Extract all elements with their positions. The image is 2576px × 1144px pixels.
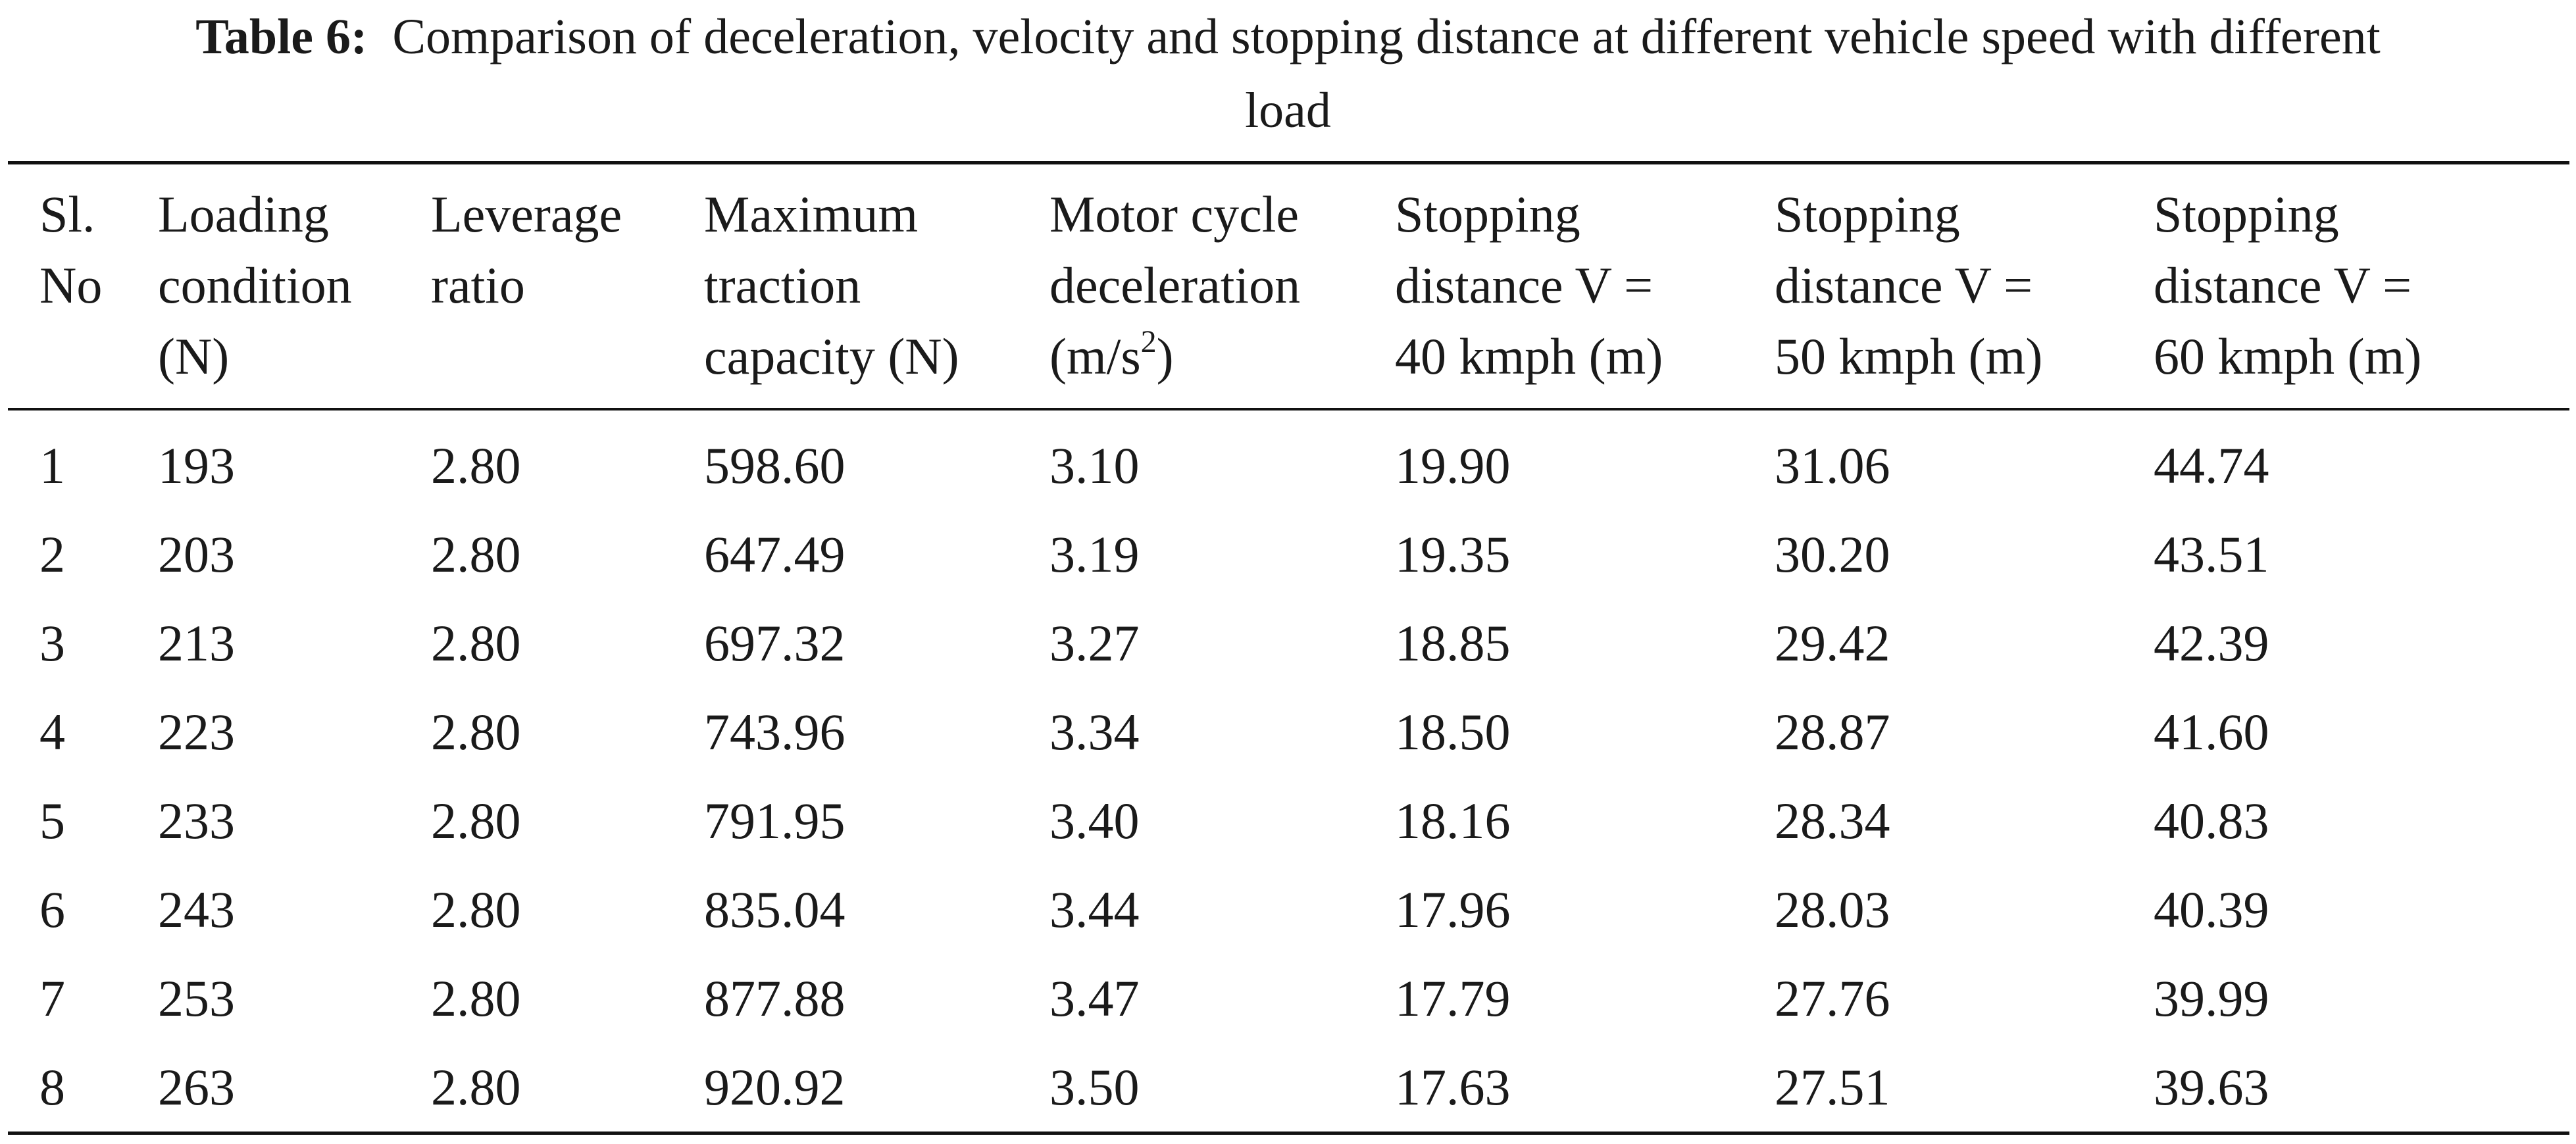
cell-loading: 193 bbox=[158, 437, 235, 494]
cell-sl-no: 2 bbox=[39, 526, 65, 583]
header-stopping-40: Stopping distance V = 40 kmph (m) bbox=[1395, 186, 1663, 385]
cell-stop-60: 40.39 bbox=[2154, 881, 2269, 938]
cell-leverage: 2.80 bbox=[431, 437, 521, 494]
cell-traction: 743.96 bbox=[704, 703, 846, 760]
cell-stop-50: 30.20 bbox=[1775, 526, 1890, 583]
cell-stop-40: 18.50 bbox=[1395, 703, 1511, 760]
cell-loading: 203 bbox=[158, 526, 235, 583]
cell-leverage: 2.80 bbox=[431, 970, 521, 1027]
cell-loading: 253 bbox=[158, 970, 235, 1027]
table-row: 6 243 2.80 835.04 3.44 17.96 28.03 40.39 bbox=[0, 865, 2576, 955]
cell-traction: 598.60 bbox=[704, 437, 846, 494]
caption-label: Table 6: bbox=[195, 9, 368, 64]
cell-sl-no: 5 bbox=[39, 792, 65, 849]
table-row: 3 213 2.80 697.32 3.27 18.85 29.42 42.39 bbox=[0, 599, 2576, 688]
cell-stop-40: 18.16 bbox=[1395, 792, 1511, 849]
cell-traction: 791.95 bbox=[704, 792, 846, 849]
cell-stop-50: 28.87 bbox=[1775, 703, 1890, 760]
cell-stop-60: 39.63 bbox=[2154, 1058, 2269, 1116]
cell-stop-40: 19.35 bbox=[1395, 526, 1511, 583]
cell-stop-60: 42.39 bbox=[2154, 614, 2269, 672]
cell-deceleration: 3.10 bbox=[1049, 437, 1140, 494]
cell-deceleration: 3.44 bbox=[1049, 881, 1140, 938]
cell-leverage: 2.80 bbox=[431, 526, 521, 583]
cell-sl-no: 8 bbox=[39, 1058, 65, 1116]
cell-traction: 697.32 bbox=[704, 614, 846, 672]
cell-leverage: 2.80 bbox=[431, 614, 521, 672]
table-row: 8 263 2.80 920.92 3.50 17.63 27.51 39.63 bbox=[0, 1043, 2576, 1132]
cell-leverage: 2.80 bbox=[431, 703, 521, 760]
cell-traction: 835.04 bbox=[704, 881, 846, 938]
cell-stop-60: 44.74 bbox=[2154, 437, 2269, 494]
header-leverage-ratio: Leverage ratio bbox=[431, 186, 622, 314]
caption-line-1: Table 6: Comparison of deceleration, vel… bbox=[0, 0, 2576, 74]
cell-sl-no: 7 bbox=[39, 970, 65, 1027]
cell-loading: 233 bbox=[158, 792, 235, 849]
table-row: 1 193 2.80 598.60 3.10 19.90 31.06 44.74 bbox=[0, 421, 2576, 510]
cell-stop-60: 41.60 bbox=[2154, 703, 2269, 760]
cell-deceleration: 3.27 bbox=[1049, 614, 1140, 672]
cell-loading: 213 bbox=[158, 614, 235, 672]
header-loading-condition: Loading condition (N) bbox=[158, 186, 352, 385]
header-deceleration: Motor cycle deceleration (m/s2) bbox=[1049, 186, 1301, 385]
cell-traction: 647.49 bbox=[704, 526, 846, 583]
header-stopping-60: Stopping distance V = 60 kmph (m) bbox=[2154, 186, 2422, 385]
header-stopping-50: Stopping distance V = 50 kmph (m) bbox=[1775, 186, 2043, 385]
cell-stop-50: 28.34 bbox=[1775, 792, 1890, 849]
cell-leverage: 2.80 bbox=[431, 792, 521, 849]
cell-loading: 223 bbox=[158, 703, 235, 760]
header-max-traction: Maximum traction capacity (N) bbox=[704, 186, 959, 385]
cell-deceleration: 3.40 bbox=[1049, 792, 1140, 849]
cell-deceleration: 3.34 bbox=[1049, 703, 1140, 760]
cell-stop-40: 18.85 bbox=[1395, 614, 1511, 672]
cell-stop-50: 28.03 bbox=[1775, 881, 1890, 938]
cell-stop-40: 17.96 bbox=[1395, 881, 1511, 938]
cell-stop-60: 43.51 bbox=[2154, 526, 2269, 583]
cell-sl-no: 3 bbox=[39, 614, 65, 672]
caption-line-2: load bbox=[1245, 83, 1331, 138]
cell-stop-50: 29.42 bbox=[1775, 614, 1890, 672]
bottom-rule bbox=[8, 1132, 2569, 1135]
cell-stop-60: 39.99 bbox=[2154, 970, 2269, 1027]
cell-loading: 263 bbox=[158, 1058, 235, 1116]
cell-stop-50: 27.76 bbox=[1775, 970, 1890, 1027]
cell-deceleration: 3.50 bbox=[1049, 1058, 1140, 1116]
table-row: 5 233 2.80 791.95 3.40 18.16 28.34 40.83 bbox=[0, 776, 2576, 866]
cell-stop-50: 27.51 bbox=[1775, 1058, 1890, 1116]
cell-deceleration: 3.19 bbox=[1049, 526, 1140, 583]
header-sl-no: Sl. No bbox=[39, 186, 103, 314]
cell-stop-40: 19.90 bbox=[1395, 437, 1511, 494]
table-row: 4 223 2.80 743.96 3.34 18.50 28.87 41.60 bbox=[0, 687, 2576, 777]
cell-leverage: 2.80 bbox=[431, 1058, 521, 1116]
cell-stop-60: 40.83 bbox=[2154, 792, 2269, 849]
cell-traction: 920.92 bbox=[704, 1058, 846, 1116]
cell-traction: 877.88 bbox=[704, 970, 846, 1027]
cell-stop-50: 31.06 bbox=[1775, 437, 1890, 494]
top-rule bbox=[8, 161, 2569, 164]
table-row: 7 253 2.80 877.88 3.47 17.79 27.76 39.99 bbox=[0, 954, 2576, 1043]
cell-stop-40: 17.63 bbox=[1395, 1058, 1511, 1116]
cell-deceleration: 3.47 bbox=[1049, 970, 1140, 1027]
cell-leverage: 2.80 bbox=[431, 881, 521, 938]
cell-sl-no: 6 bbox=[39, 881, 65, 938]
table-row: 2 203 2.80 647.49 3.19 19.35 30.20 43.51 bbox=[0, 510, 2576, 599]
table-caption: Table 6: Comparison of deceleration, vel… bbox=[0, 0, 2576, 147]
cell-stop-40: 17.79 bbox=[1395, 970, 1511, 1027]
cell-sl-no: 1 bbox=[39, 437, 65, 494]
cell-loading: 243 bbox=[158, 881, 235, 938]
cell-sl-no: 4 bbox=[39, 703, 65, 760]
caption-text: Comparison of deceleration, velocity and… bbox=[392, 9, 2381, 64]
header-rule bbox=[8, 408, 2569, 410]
